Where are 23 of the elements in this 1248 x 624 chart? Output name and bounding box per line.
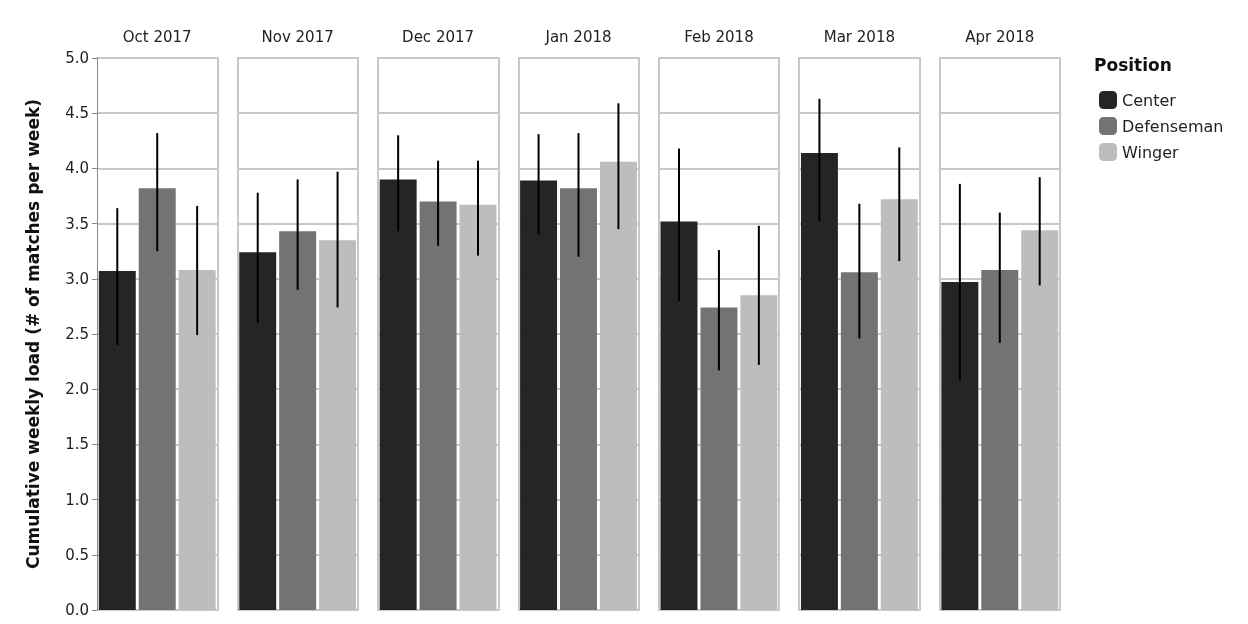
x-tick-label: Oct 2017 <box>122 27 192 46</box>
y-tick-label: 2.5 <box>65 325 89 343</box>
y-tick-label: 1.0 <box>65 490 89 509</box>
legend-label: Center <box>1122 90 1177 110</box>
x-tick-label: Apr 2018 <box>965 27 1035 46</box>
x-tick-label: Jan 2018 <box>544 27 612 46</box>
x-tick-label: Mar 2018 <box>823 27 895 46</box>
y-tick-label: 3.5 <box>65 214 89 233</box>
x-tick-label: Nov 2017 <box>261 27 334 46</box>
y-tick-label: 3.0 <box>65 269 89 288</box>
y-tick-label: 1.5 <box>65 435 89 454</box>
x-tick-label: Feb 2018 <box>684 27 754 46</box>
legend-label: Defenseman <box>1122 116 1224 136</box>
y-tick-label: 0.5 <box>65 545 89 564</box>
legend-title: Position <box>1094 54 1172 75</box>
y-tick-label: 0.0 <box>65 601 89 619</box>
x-tick-label: Dec 2017 <box>402 27 475 46</box>
legend-label: Winger <box>1122 142 1180 162</box>
y-tick-label: 4.5 <box>65 104 89 123</box>
y-axis-title: Cumulative weekly load (# of matches per week) <box>22 99 43 569</box>
y-tick-label: 4.0 <box>65 159 89 178</box>
y-tick-label: 5.0 <box>65 49 89 67</box>
y-tick-label: 2.0 <box>65 380 89 399</box>
